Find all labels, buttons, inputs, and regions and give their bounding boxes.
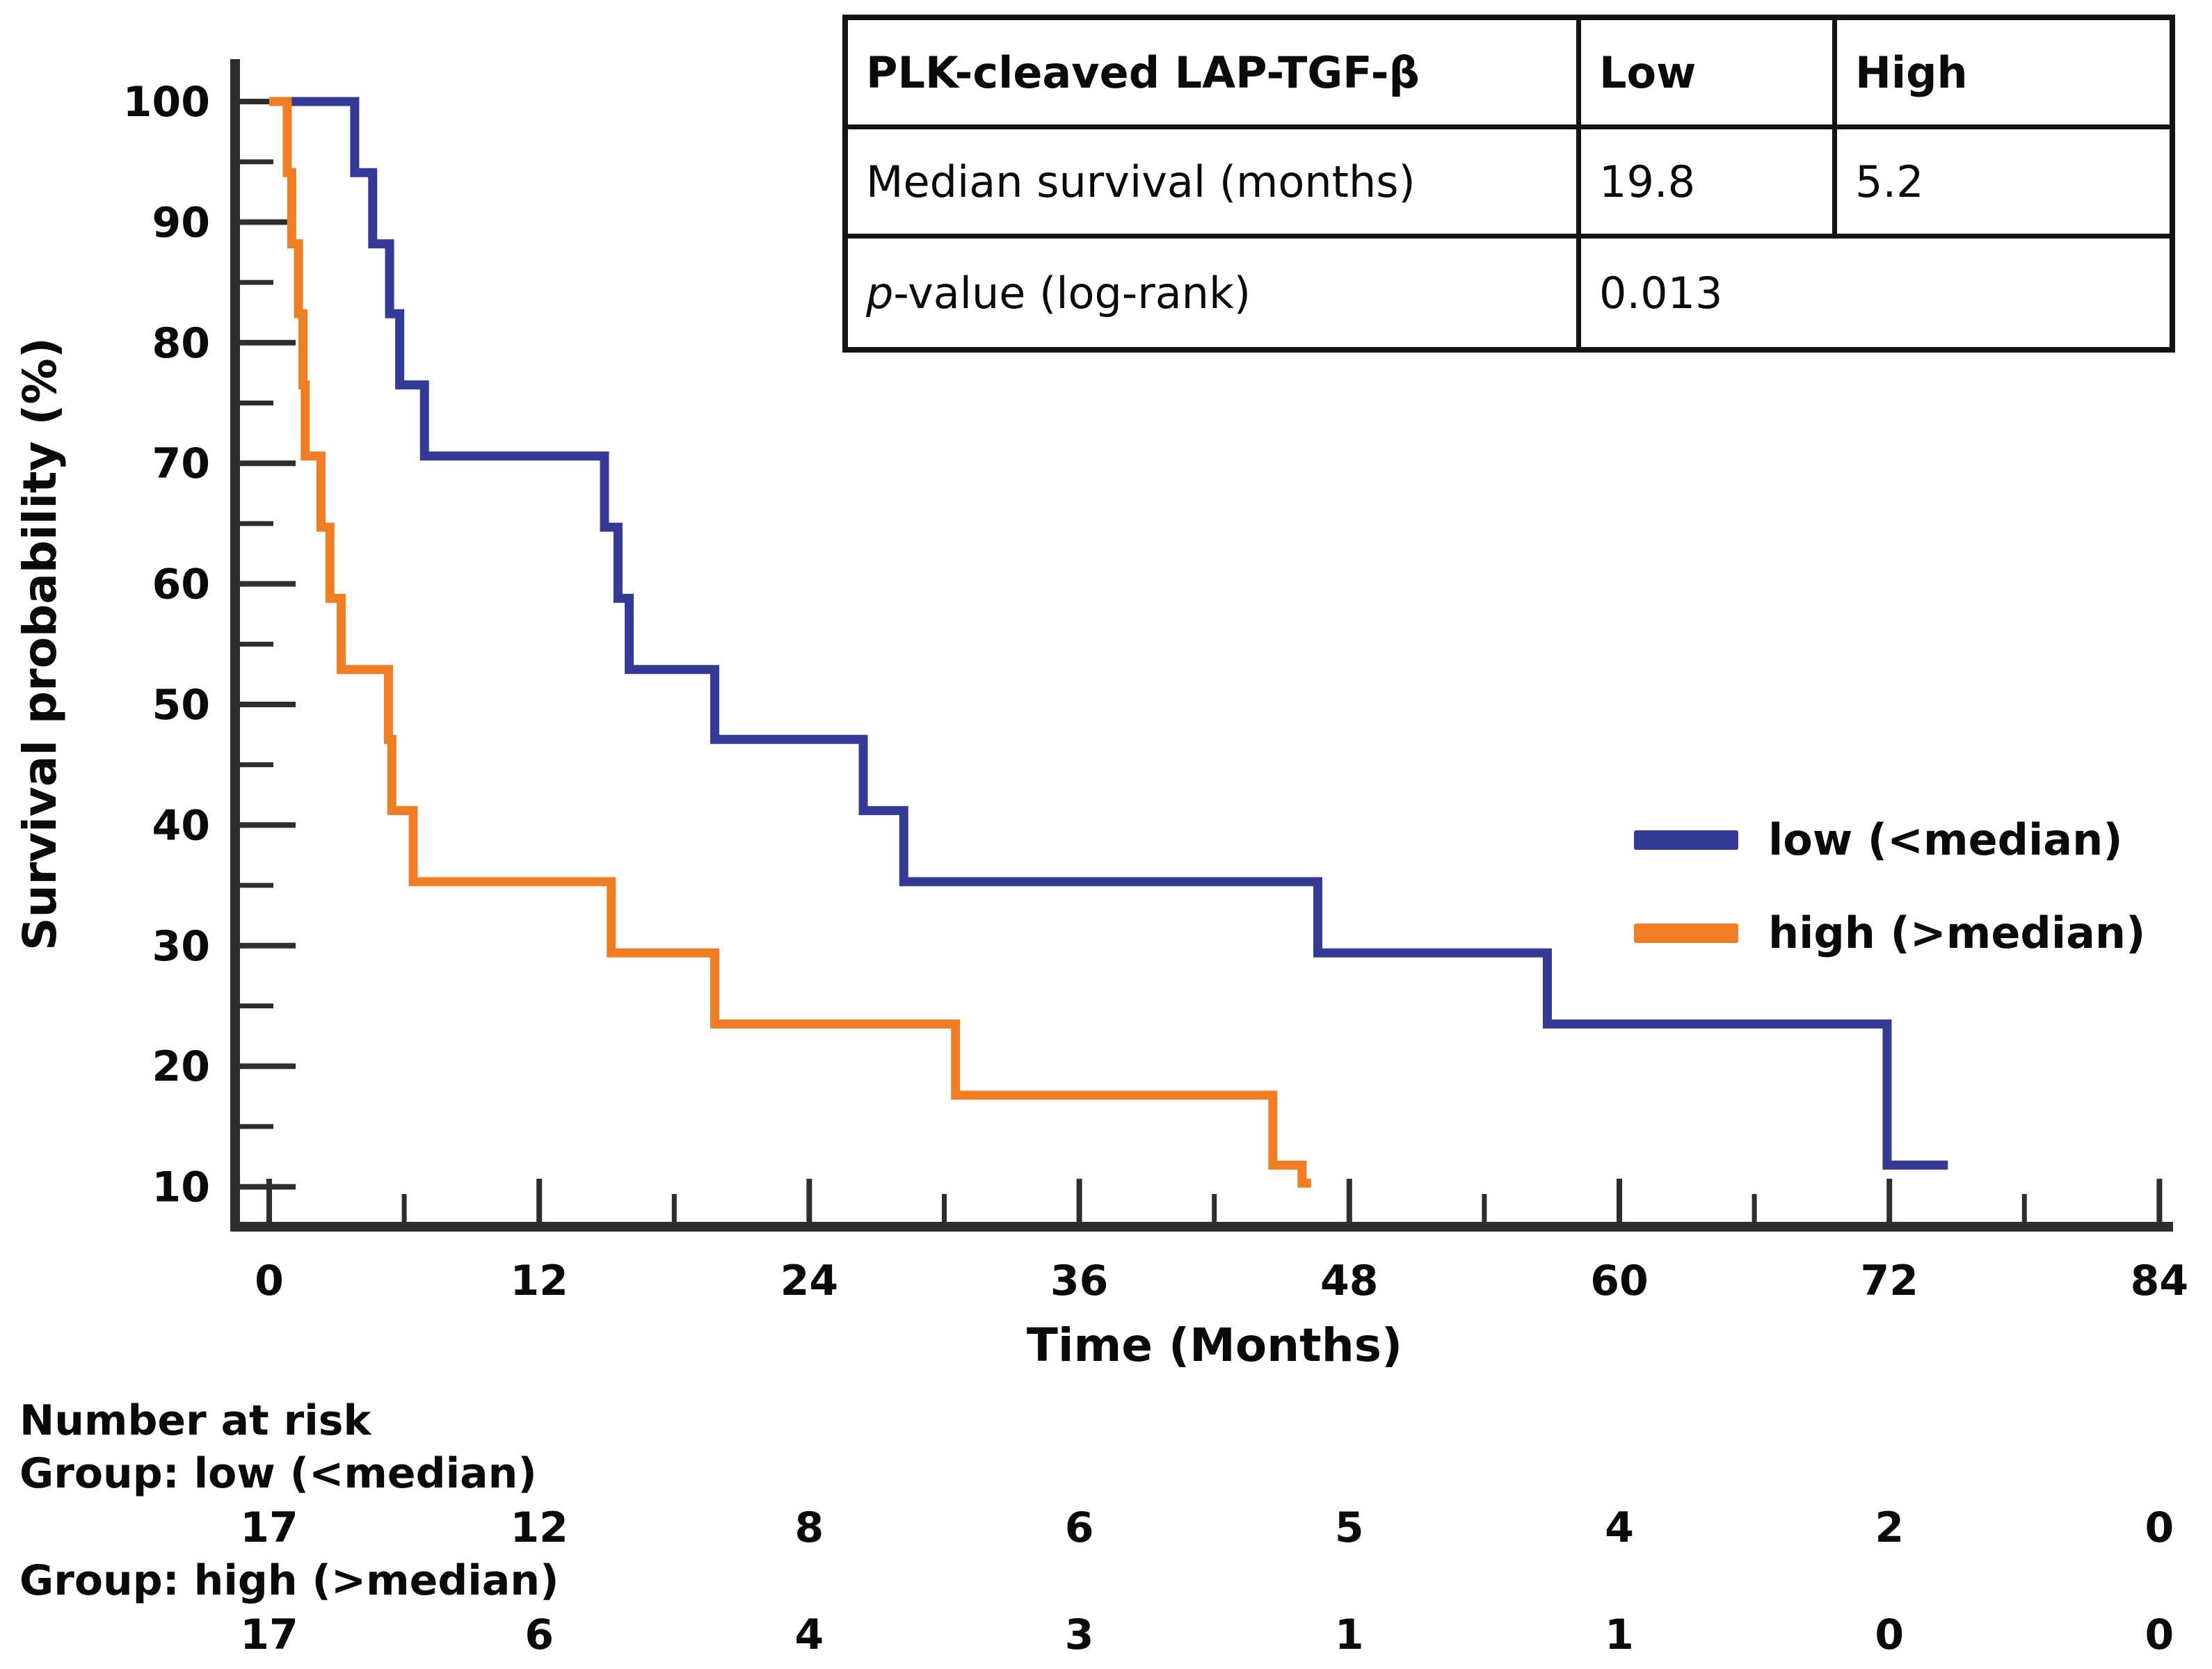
legend: low (<median) high (>median) xyxy=(1634,814,2145,958)
risk-table-title: Number at risk xyxy=(19,1396,371,1445)
x-minor-tick xyxy=(1212,1194,1217,1222)
x-minor-tick xyxy=(2021,1194,2027,1222)
legend-label: high (>median) xyxy=(1768,908,2145,958)
median-survival-label: Median survival (months) xyxy=(848,129,1581,239)
x-tick-label: 72 xyxy=(1860,1257,1918,1305)
risk-count: 5 xyxy=(1334,1503,1364,1552)
y-minor-tick xyxy=(240,641,273,647)
y-minor-tick xyxy=(240,280,273,285)
y-major-tick xyxy=(240,339,296,346)
x-axis-title: Time (Months) xyxy=(1027,1319,1402,1372)
x-major-tick xyxy=(2156,1179,2163,1222)
x-major-tick xyxy=(266,1179,272,1222)
summary-table-header-parameter: PLK-cleaved LAP-TGF-β xyxy=(848,20,1581,129)
y-tick-label: 90 xyxy=(152,198,211,247)
x-minor-tick xyxy=(671,1194,677,1222)
y-tick-label: 50 xyxy=(152,681,211,729)
survival-curves xyxy=(269,97,1948,1188)
summary-table: PLK-cleaved LAP-TGF-β Low High Median su… xyxy=(842,15,2175,353)
y-minor-tick xyxy=(240,1124,273,1129)
p-value-label-rest: -value (log-rank) xyxy=(893,267,1251,319)
risk-count: 12 xyxy=(510,1503,568,1552)
x-major-tick xyxy=(806,1179,812,1222)
risk-group-label: Group: low (<median) xyxy=(19,1449,537,1498)
risk-count: 6 xyxy=(1064,1503,1094,1552)
x-tick-label: 84 xyxy=(2131,1257,2189,1305)
x-tick-label: 48 xyxy=(1320,1257,1379,1305)
y-major-tick xyxy=(240,942,296,949)
x-tick-label: 12 xyxy=(510,1257,568,1305)
p-value-label-italic: p xyxy=(866,267,894,319)
legend-swatch xyxy=(1634,830,1738,850)
legend-label: low (<median) xyxy=(1768,814,2123,865)
risk-count: 2 xyxy=(1875,1503,1905,1552)
median-survival-low-value: 19.8 xyxy=(1581,129,1837,239)
survival-curve-low xyxy=(269,97,1948,1170)
risk-count: 6 xyxy=(524,1611,554,1659)
x-tick-label: 36 xyxy=(1050,1257,1109,1305)
y-major-tick xyxy=(240,581,296,587)
legend-swatch xyxy=(1634,924,1738,943)
x-major-tick xyxy=(1346,1179,1352,1222)
y-tick-label: 100 xyxy=(123,78,210,127)
y-minor-tick xyxy=(240,882,273,888)
y-major-tick xyxy=(240,99,296,104)
y-minor-tick xyxy=(240,1003,273,1008)
risk-count: 8 xyxy=(794,1503,824,1552)
x-minor-tick xyxy=(942,1194,947,1222)
x-tick-label: 0 xyxy=(255,1257,284,1305)
x-tick-label: 24 xyxy=(780,1257,839,1305)
y-tick-label: 40 xyxy=(152,801,211,850)
y-tick-label: 80 xyxy=(152,319,211,368)
x-minor-tick xyxy=(1752,1194,1757,1222)
risk-group-label: Group: high (>median) xyxy=(19,1556,559,1605)
y-major-tick xyxy=(240,822,296,828)
x-major-tick xyxy=(536,1179,543,1222)
y-minor-tick xyxy=(240,401,273,405)
p-value-label: p -value (log-rank) xyxy=(848,239,1581,347)
summary-table-header-low: Low xyxy=(1581,20,1837,129)
median-survival-high-value: 5.2 xyxy=(1837,129,2170,239)
y-minor-tick xyxy=(240,521,273,526)
risk-count: 17 xyxy=(240,1503,298,1552)
risk-count: 0 xyxy=(2145,1611,2174,1659)
summary-table-header-high: High xyxy=(1837,20,2170,129)
y-major-tick xyxy=(240,460,296,467)
y-major-tick xyxy=(240,702,296,707)
risk-count: 4 xyxy=(1605,1503,1634,1552)
risk-count: 1 xyxy=(1605,1611,1634,1659)
y-minor-tick xyxy=(240,762,273,768)
x-axis-line xyxy=(230,1222,2173,1232)
x-major-tick xyxy=(1617,1179,1622,1222)
risk-count: 0 xyxy=(2145,1503,2174,1552)
y-minor-tick xyxy=(240,159,273,165)
y-major-tick xyxy=(240,219,296,225)
y-axis-line xyxy=(230,59,240,1232)
y-axis-title: Survival probability (%) xyxy=(13,337,67,951)
risk-count: 4 xyxy=(794,1611,824,1659)
x-major-tick xyxy=(1076,1179,1082,1222)
x-major-tick xyxy=(1886,1179,1893,1222)
risk-count: 17 xyxy=(240,1611,298,1659)
x-minor-tick xyxy=(1482,1194,1487,1222)
y-tick-label: 30 xyxy=(152,922,211,971)
risk-count: 3 xyxy=(1064,1611,1094,1659)
risk-count: 0 xyxy=(1875,1611,1905,1659)
y-major-tick xyxy=(240,1063,296,1070)
x-minor-tick xyxy=(401,1194,407,1222)
y-tick-label: 10 xyxy=(152,1163,211,1212)
risk-count: 1 xyxy=(1334,1611,1364,1659)
x-tick-label: 60 xyxy=(1590,1257,1649,1305)
y-tick-label: 20 xyxy=(152,1042,211,1091)
y-tick-label: 60 xyxy=(152,561,211,609)
p-value: 0.013 xyxy=(1599,267,1723,319)
survival-curve-high xyxy=(269,97,1311,1188)
y-tick-label: 70 xyxy=(152,440,211,488)
